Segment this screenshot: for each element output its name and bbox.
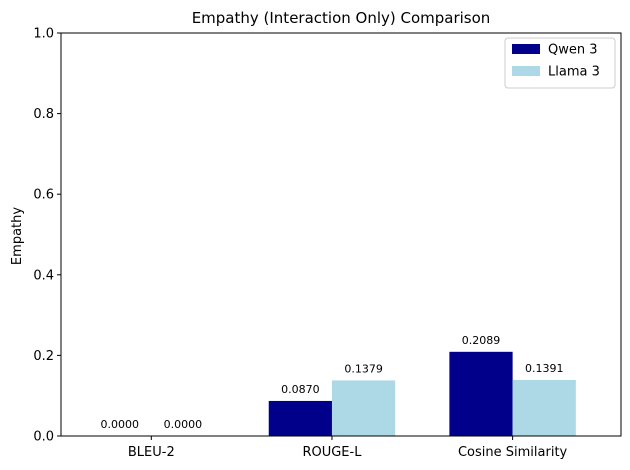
y-tick-label: 0.2 [33, 349, 54, 364]
y-tick-label: 0.6 [33, 188, 54, 203]
data-label: 0.0000 [164, 418, 203, 431]
x-axis-ticks: BLEU-2 ROUGE-L Cosine Similarity [128, 436, 568, 460]
y-tick-label: 1.0 [33, 27, 54, 42]
bar-llama-3-1 [331, 380, 396, 436]
y-tick-label: 0.4 [33, 268, 54, 283]
legend-swatch [512, 66, 540, 76]
legend-swatch [512, 44, 540, 54]
value-labels-group: 0.0000 0.0870 0.2089 0.0000 0.1379 0.1391 [100, 334, 563, 431]
chart-title: Empathy (Interaction Only) Comparison [192, 9, 491, 27]
y-axis-label: Empathy [10, 207, 25, 265]
data-label: 0.0870 [281, 383, 320, 396]
plot-frame [60, 32, 622, 437]
data-label: 0.0000 [100, 418, 139, 431]
legend-label: Llama 3 [548, 65, 600, 80]
data-label: 0.1391 [525, 362, 564, 375]
y-tick-label: 0.8 [33, 107, 54, 122]
bars-group [268, 351, 576, 436]
y-axis-ticks: 0.0 0.2 0.4 0.6 0.8 1.0 [33, 27, 61, 445]
y-tick-label: 0.0 [33, 430, 54, 445]
legend: Qwen 3 Llama 3 [504, 37, 616, 89]
data-label: 0.1379 [344, 362, 383, 375]
data-label: 0.2089 [462, 334, 501, 347]
bar-llama-3-2 [512, 379, 576, 436]
x-tick-label: BLEU-2 [128, 445, 175, 460]
bar-qwen-3-2 [449, 351, 513, 436]
x-tick-label: Cosine Similarity [458, 445, 568, 460]
x-tick-label: ROUGE-L [302, 445, 362, 460]
bar-qwen-3-1 [268, 400, 332, 436]
legend-label: Qwen 3 [548, 43, 598, 58]
